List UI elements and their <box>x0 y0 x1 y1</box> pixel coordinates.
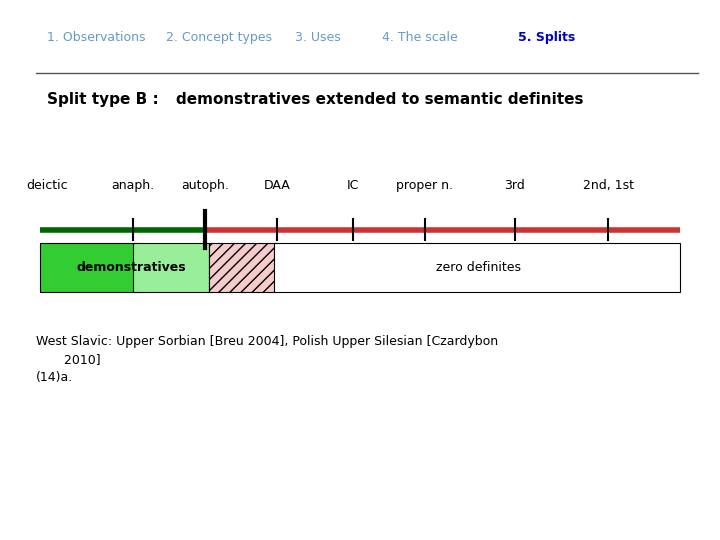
Text: DAA: DAA <box>264 179 291 192</box>
Text: 1. Observations: 1. Observations <box>47 31 145 44</box>
Text: Split type B :: Split type B : <box>47 92 158 107</box>
Bar <box>40 243 137 292</box>
Text: 4. The scale: 4. The scale <box>382 31 457 44</box>
Bar <box>133 243 209 292</box>
Text: anaph.: anaph. <box>112 179 155 192</box>
Text: 2nd, 1st: 2nd, 1st <box>583 179 634 192</box>
Text: 2. Concept types: 2. Concept types <box>166 31 271 44</box>
Text: 3. Uses: 3. Uses <box>295 31 341 44</box>
Text: zero definites: zero definites <box>436 261 521 274</box>
Text: proper n.: proper n. <box>396 179 454 192</box>
Text: IC: IC <box>346 179 359 192</box>
Bar <box>274 243 680 292</box>
Text: demonstratives extended to semantic definites: demonstratives extended to semantic defi… <box>176 92 584 107</box>
Text: 3rd: 3rd <box>505 179 525 192</box>
Text: demonstratives: demonstratives <box>76 261 186 274</box>
Bar <box>209 243 277 292</box>
Text: West Slavic: Upper Sorbian [Breu 2004], Polish Upper Silesian [Czardybon
       : West Slavic: Upper Sorbian [Breu 2004], … <box>36 335 498 384</box>
Text: deictic: deictic <box>26 179 68 192</box>
Text: autoph.: autoph. <box>181 179 229 192</box>
Text: 5. Splits: 5. Splits <box>518 31 576 44</box>
